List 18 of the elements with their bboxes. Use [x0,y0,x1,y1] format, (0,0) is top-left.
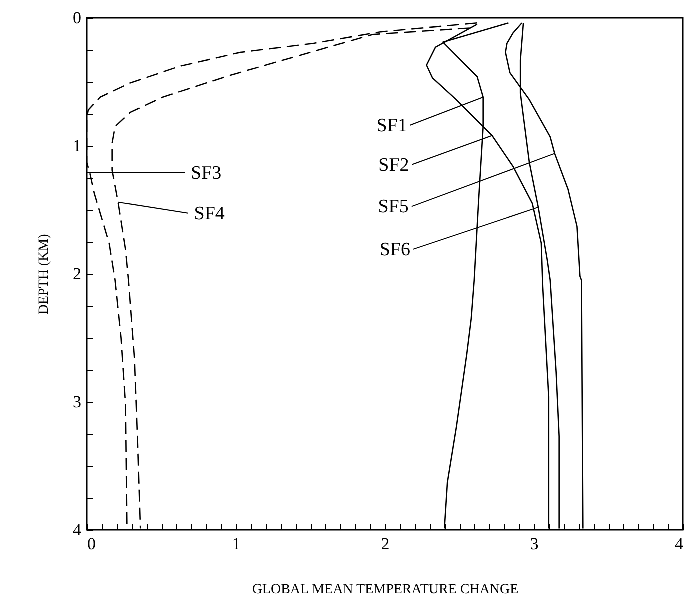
annotation: SF1 [376,115,408,136]
x-tick-label: 4 [675,534,684,554]
x-tick-label: 0 [88,534,96,554]
x-tick-label: 1 [232,534,241,554]
y-tick-label: 0 [73,8,82,28]
annotation: SF2 [378,154,410,176]
y-tick-label: 2 [73,264,82,284]
annotation: SF4 [194,203,226,224]
y-tick-label: 4 [73,520,82,540]
y-axis-title: DEPTH (KM) [37,234,52,315]
x-tick-label: 2 [381,534,390,554]
annotation: SF6 [380,239,410,260]
annotation: SF3 [191,162,222,184]
y-tick-label: 3 [73,392,82,412]
annotation: SF5 [378,196,409,218]
y-tick-label: 1 [73,136,82,156]
x-axis-title: GLOBAL MEAN TEMPERATURE CHANGE [252,582,519,598]
x-tick-label: 3 [530,534,539,554]
